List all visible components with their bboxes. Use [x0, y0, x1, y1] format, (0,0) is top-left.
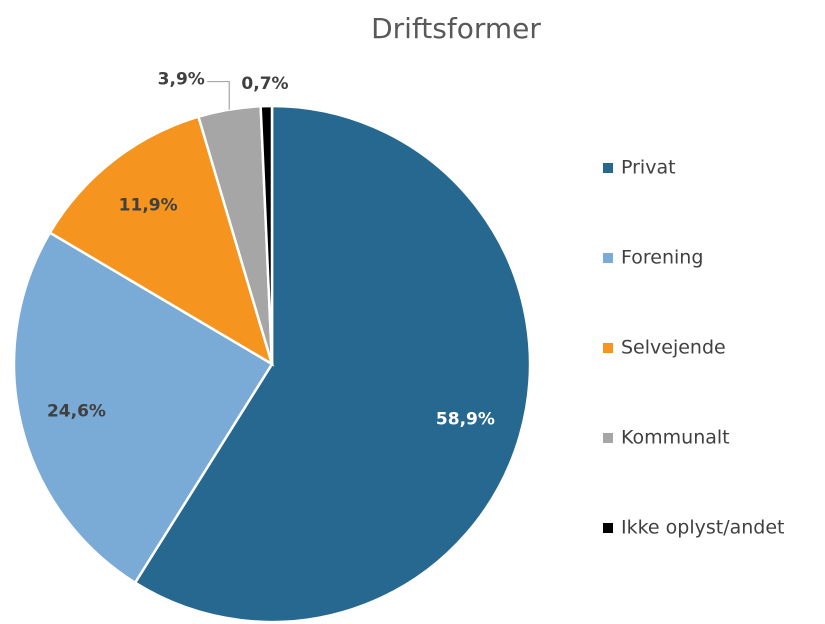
data-label: 3,9%	[158, 70, 205, 90]
data-label: 0,7%	[241, 74, 288, 94]
pie-slice	[259, 104, 274, 365]
leader-line	[207, 80, 230, 110]
pie-slice	[133, 104, 532, 624]
data-label: 58,9%	[436, 410, 495, 430]
legend-label: Ikke oplyst/andet	[621, 517, 785, 539]
data-label: 24,6%	[47, 402, 106, 422]
legend-label: Privat	[621, 157, 676, 179]
legend-swatch	[603, 253, 613, 263]
legend-swatch	[603, 523, 613, 533]
legend-swatch	[603, 343, 613, 353]
chart-title: Driftsformer	[371, 12, 541, 45]
legend-swatch	[603, 163, 613, 173]
legend-swatch	[603, 433, 613, 443]
legend-label: Forening	[621, 247, 703, 269]
data-label: 11,9%	[119, 195, 178, 215]
legend-label: Selvejende	[621, 337, 726, 359]
legend-label: Kommunalt	[621, 427, 730, 449]
pie-slice	[12, 230, 274, 585]
